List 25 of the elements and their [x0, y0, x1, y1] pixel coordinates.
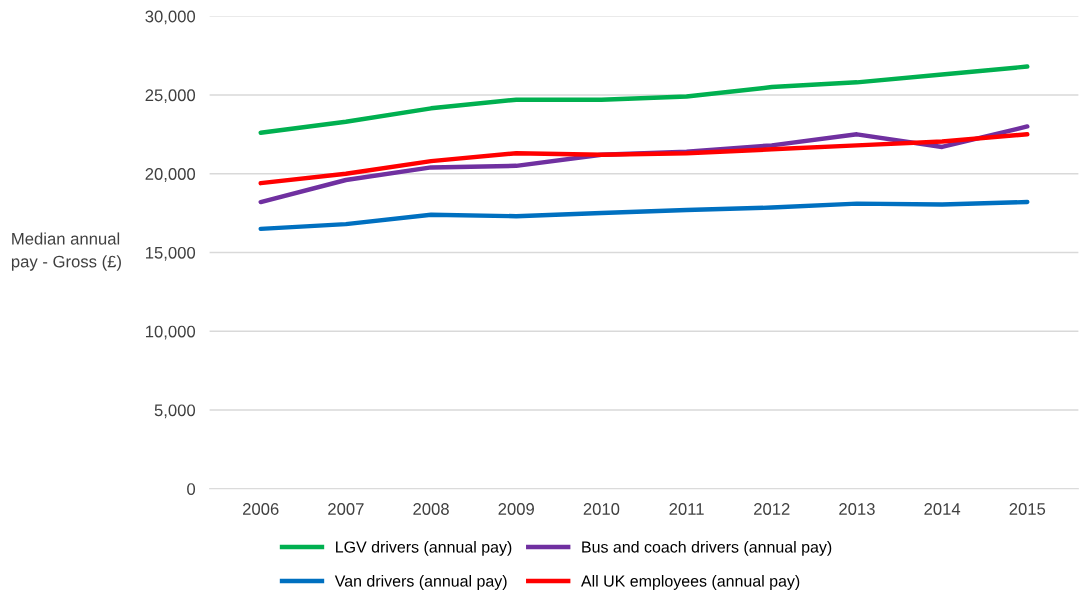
y-tick-label: 10,000: [146, 325, 196, 340]
y-tick-label: 0: [187, 483, 196, 495]
x-tick-label: 2011: [669, 503, 704, 515]
x-tick-label: 2008: [413, 503, 449, 515]
y-tick-label: 5,000: [154, 404, 196, 419]
x-tick-label: 2007: [328, 503, 364, 515]
x-tick-label: 2015: [1009, 503, 1046, 515]
x-tick-label: 2009: [498, 503, 534, 515]
x-tick-label: 2010: [583, 503, 620, 515]
line-series: [258, 199, 1030, 232]
x-tick-label: 2006: [243, 503, 279, 515]
line-series: [258, 64, 1030, 135]
legend-label: LGV drivers (annual pay): [336, 540, 512, 556]
x-tick-label: 2012: [754, 503, 790, 515]
y-tick-label: 30,000: [145, 10, 196, 25]
y-tick-label: 25,000: [145, 89, 196, 104]
y-tick-label: 15,000: [146, 246, 196, 261]
legend-label: Van drivers (annual pay): [334, 575, 507, 590]
x-tick-label: 2014: [924, 503, 961, 515]
y-axis-title: Median annual pay - Gross (£): [11, 232, 121, 271]
legend-label: All UK employees (annual pay): [580, 575, 800, 590]
y-tick-label: 20,000: [145, 168, 196, 182]
line-series: [258, 132, 1030, 186]
legend-label: Bus and coach drivers (annual pay): [582, 540, 832, 556]
x-tick-label: 2013: [839, 503, 875, 515]
